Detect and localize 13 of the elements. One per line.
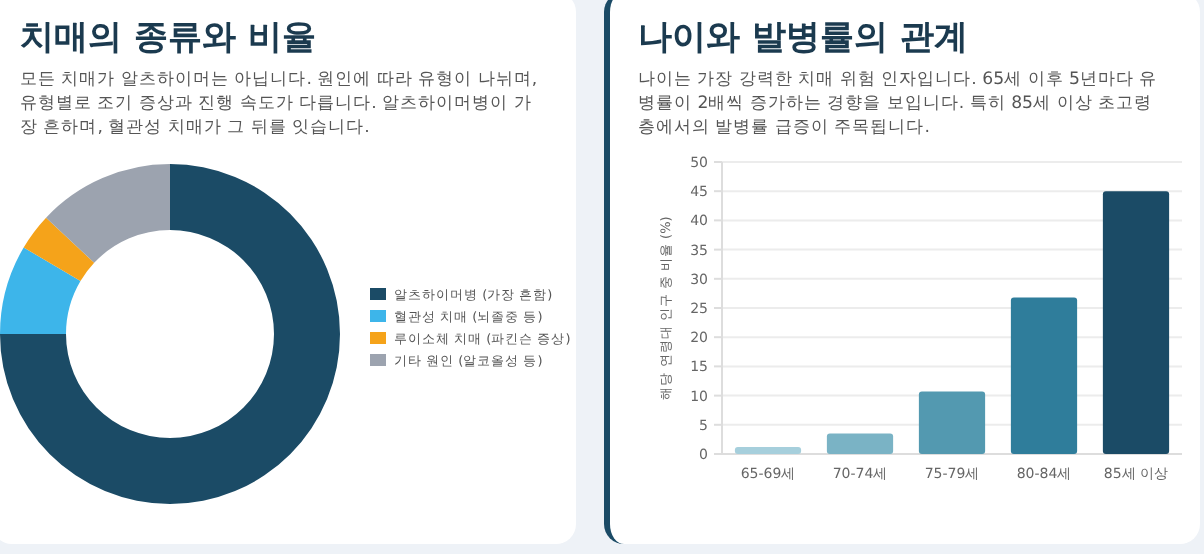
- bar: [1102, 191, 1170, 454]
- chart-title: 나이와 발병률의 관계: [638, 16, 970, 60]
- donut-slice: [46, 164, 170, 263]
- donut-slice: [0, 164, 340, 504]
- chart-subtitle: 모든 치매가 알츠하이머는 아닙니다. 원인에 따라 유형이 나뉘며, 유형별로 조기 증상과 진행 속도가 다릅니다. 알츠하이머병이 가장 흔하며, 혈관성 치매가 그 뒤를 잇습니다.: [20, 68, 540, 140]
- donut-slice: [23, 217, 95, 282]
- donut-slice: [0, 247, 81, 334]
- bar: [734, 446, 802, 454]
- bar: [826, 433, 894, 454]
- bar: [918, 391, 986, 454]
- bar: [1010, 297, 1078, 454]
- chart-subtitle: 나이는 가장 강력한 치매 위험 인자입니다. 65세 이후 5년마다 유병률이 2배씩 증가하는 경향을 보입니다. 특히 85세 이상 초고령층에서의 발병률 급증이 주목됩니다.: [638, 68, 1160, 140]
- chart-title: 치매의 종류와 비율: [20, 16, 318, 60]
